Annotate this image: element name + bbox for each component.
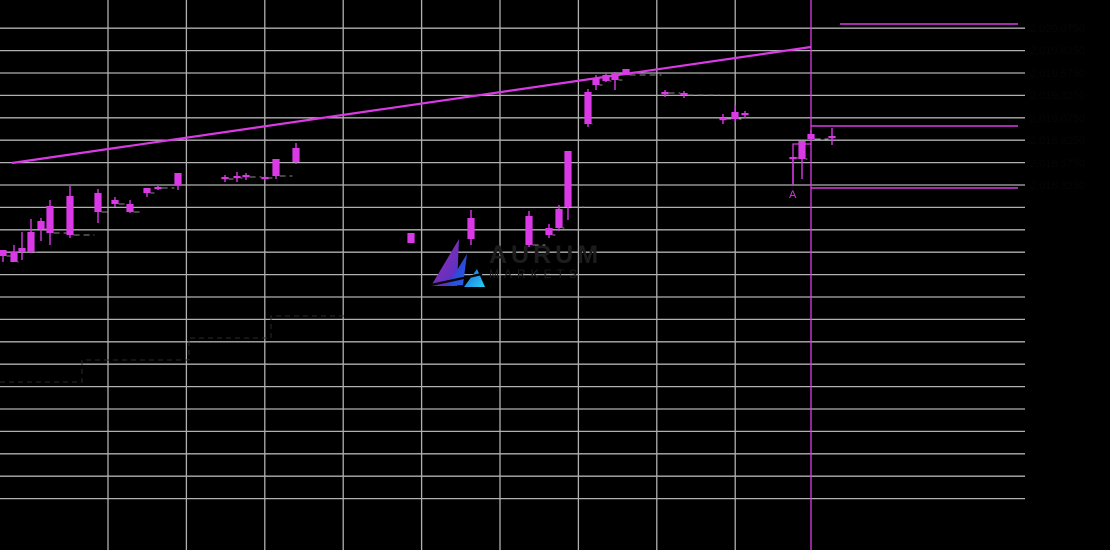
svg-text:MARKETS: MARKETS bbox=[489, 267, 582, 281]
svg-text:AURUM: AURUM bbox=[489, 241, 602, 269]
